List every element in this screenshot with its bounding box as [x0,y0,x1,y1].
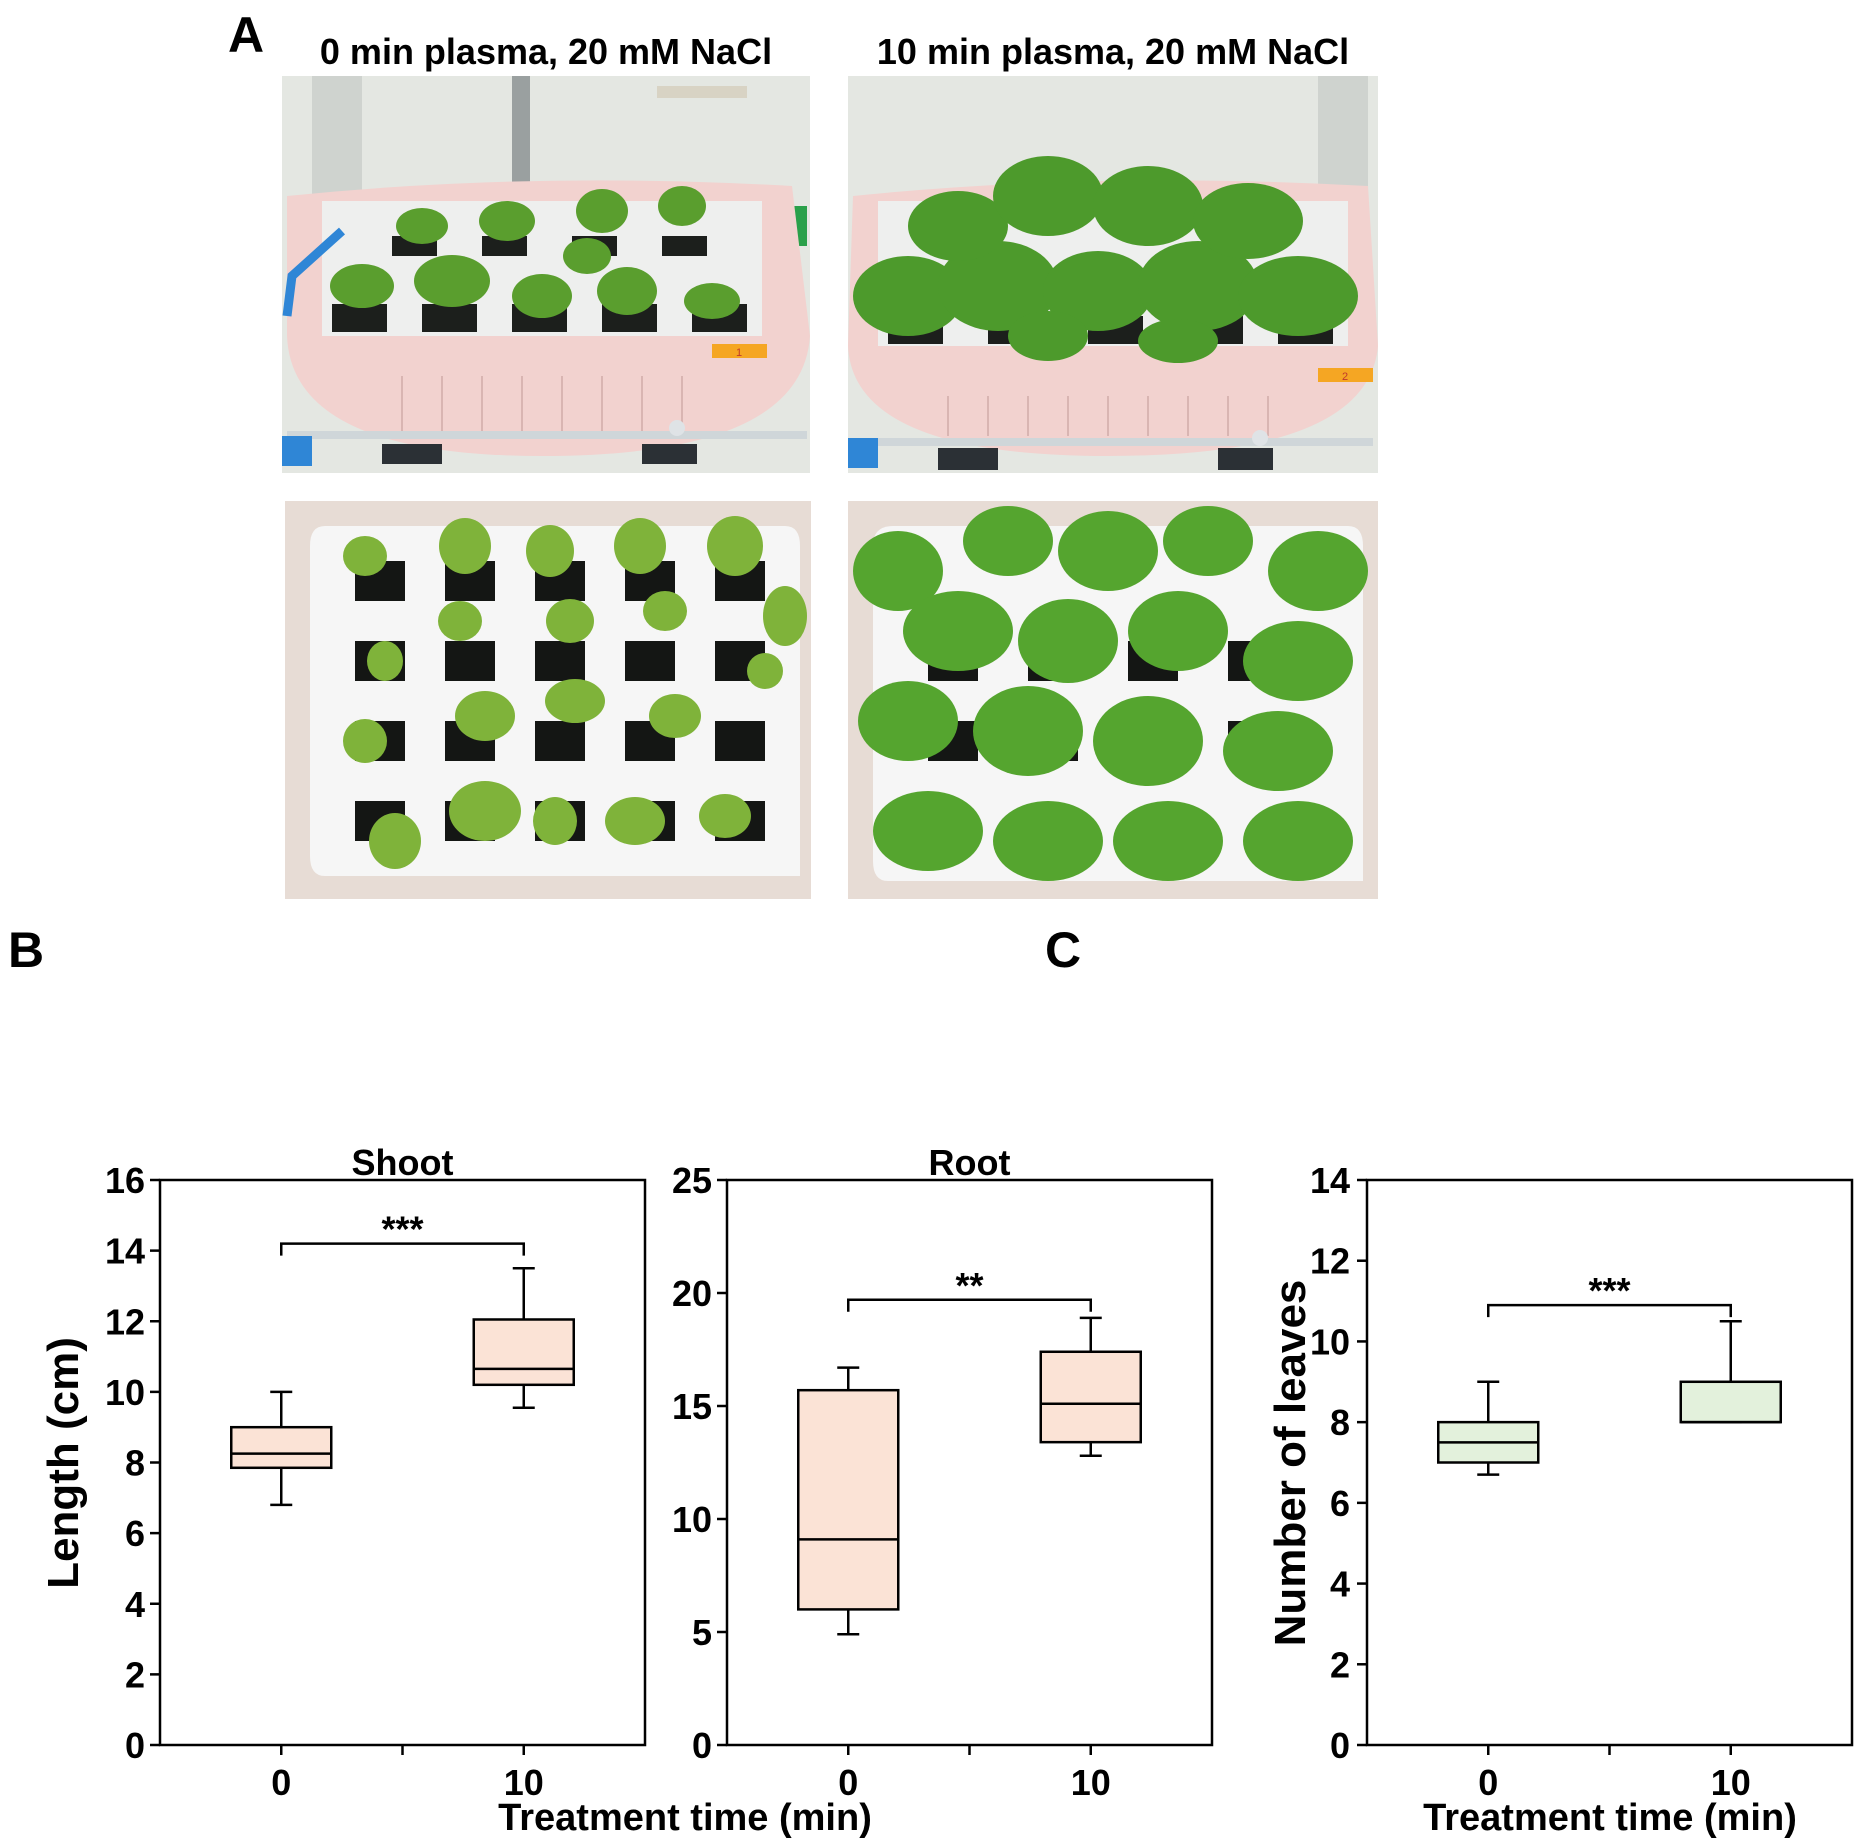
panel-label-c: C [1045,922,1082,978]
tray-tag-plasma: 2 [1342,371,1348,383]
chart-0-xtick-label: 0 [271,1762,291,1803]
chart-1-ytick-label: 20 [672,1273,712,1314]
chart-2-ytick-label: 10 [1310,1321,1350,1362]
chart-1-ytick-label: 10 [672,1499,712,1540]
chart-0-ytick-label: 8 [125,1443,145,1484]
photo-control-top-view [285,501,811,899]
panel-label-a: A [228,7,265,63]
chart-1-box [797,1388,900,1611]
chart-2-ytick-label: 14 [1310,1160,1350,1201]
chart-1-box [1039,1350,1142,1444]
chart-1-ytick-label: 15 [672,1386,712,1427]
chart-0-significance-label: *** [381,1209,423,1250]
chart-0-xtick-label: 10 [504,1762,544,1803]
photo-control-side-view: 1 [282,76,810,473]
chart-2-ytick-label: 6 [1330,1483,1350,1524]
chart-0-title: Shoot [352,1142,454,1183]
chart-1-significance-label: ** [955,1265,983,1306]
chart-1-significance-bracket [847,1298,1092,1312]
chart-2-ytick-label: 12 [1310,1241,1350,1282]
chart-1-ytick-label: 0 [692,1725,712,1766]
chart-1-xlabel: Treatment time (min) [498,1797,872,1839]
chart-2-xlabel: Treatment time (min) [1423,1797,1797,1839]
chart-0-ytick-label: 6 [125,1513,145,1554]
chart-1-xtick-label: 0 [838,1762,858,1803]
chart-2-xtick-label: 10 [1711,1762,1751,1803]
chart-0-ytick-label: 2 [125,1654,145,1695]
chart-0-ytick-label: 4 [125,1584,145,1625]
chart-0-significance-bracket [280,1242,525,1256]
chart-2-ytick-label: 8 [1330,1402,1350,1443]
chart-0-ytick-label: 16 [105,1160,145,1201]
chart-2-box [1679,1380,1782,1424]
photo-plasma-side-view: 2 [848,76,1378,473]
panel-label-b: B [8,922,45,978]
chart-2-significance-label: *** [1588,1270,1630,1311]
chart-1-ytick-label: 5 [692,1612,712,1653]
chart-2-significance-bracket [1487,1303,1732,1318]
tray-tag-control: 1 [736,347,742,359]
chart-2-ytick-label: 2 [1330,1644,1350,1685]
chart-0-box [472,1318,575,1387]
photo-caption-control: 0 min plasma, 20 mM NaCl [319,31,773,72]
chart-2-ytick-label: 0 [1330,1725,1350,1766]
photo-plasma-top-view [848,501,1378,899]
chart-1-xtick-label: 10 [1071,1762,1111,1803]
chart-1-title: Root [929,1142,1011,1183]
chart-1-ytick-label: 25 [672,1160,712,1201]
chart-0-ytick-label: 14 [105,1231,145,1272]
chart-0-ytick-label: 12 [105,1301,145,1342]
chart-0-ytick-label: 0 [125,1725,145,1766]
chart-2-ytick-label: 4 [1330,1564,1350,1605]
chart-2-ylabel: Number of leaves [1266,1280,1315,1647]
photo-caption-plasma: 10 min plasma, 20 mM NaCl [876,31,1350,72]
chart-0-ylabel: Length (cm) [39,1337,88,1589]
chart-0-ytick-label: 10 [105,1372,145,1413]
chart-0-box [230,1425,333,1470]
chart-2-xtick-label: 0 [1478,1762,1498,1803]
